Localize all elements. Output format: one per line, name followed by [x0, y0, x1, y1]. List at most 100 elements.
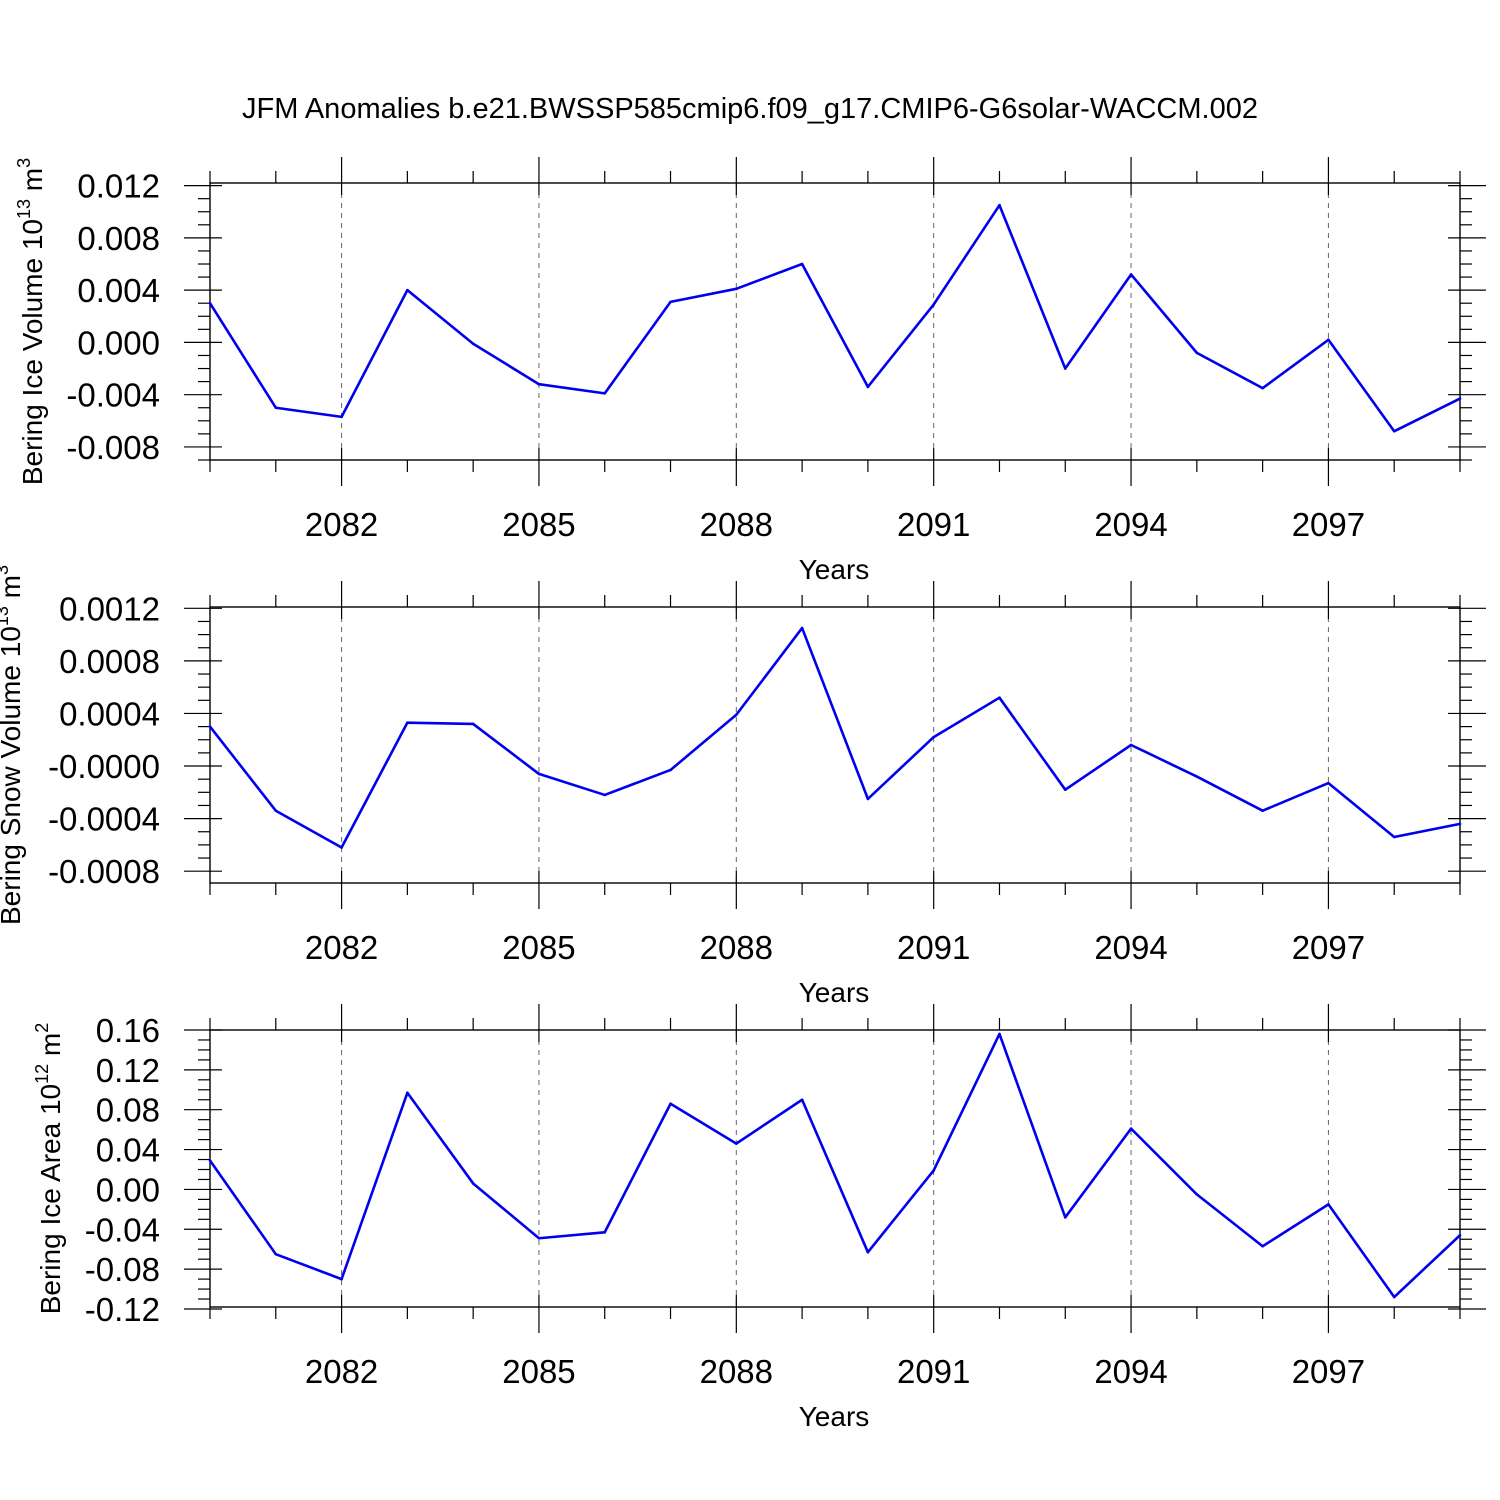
panel-2: 0.0012 0.0008 0.0004 -0.0000 -0.0004 -0.0008 2…	[0, 565, 1486, 1008]
x-tick-label: 2094	[1094, 506, 1167, 543]
data-point	[1195, 351, 1199, 355]
y-axis-label: Bering Ice Area 1012 m2	[32, 1023, 66, 1315]
y-tick-label: 0.0012	[59, 590, 160, 627]
x-tick-label: 2091	[897, 506, 970, 543]
data-point	[998, 1032, 1001, 1036]
data-point	[340, 846, 343, 849]
data-point	[471, 722, 475, 726]
x-tick-label: 2097	[1292, 929, 1365, 966]
y-tick-label: 0.0004	[59, 695, 160, 732]
data-point	[735, 287, 738, 291]
data-line	[208, 626, 1461, 849]
x-tick-label: 2097	[1292, 1353, 1365, 1390]
data-point	[669, 300, 672, 304]
x-tick-label: 2094	[1094, 1353, 1167, 1390]
data-point	[1458, 397, 1462, 400]
data-point	[1392, 835, 1396, 839]
data-point	[340, 1277, 343, 1281]
data-point	[274, 1252, 278, 1256]
data-point	[1195, 1193, 1199, 1196]
data-point	[669, 768, 672, 772]
data-point	[998, 203, 1001, 207]
x-tick-label: 2082	[305, 929, 378, 966]
y-tick-label: 0.04	[96, 1132, 160, 1169]
data-point	[866, 385, 870, 389]
x-tick-label: 2085	[502, 506, 575, 543]
panel-3: 0.160.120.080.040.00-0.04-0.08-0.12 2082 2…	[32, 1004, 1486, 1432]
y-tick-label: -0.12	[85, 1291, 160, 1328]
x-tick-label: 2088	[700, 929, 773, 966]
plot-frame	[209, 606, 1461, 884]
data-point	[603, 1230, 607, 1234]
y-tick-label: 0.16	[96, 1012, 160, 1049]
y-tick-label: 0.008	[77, 220, 160, 257]
y-tick-label: 0.012	[77, 168, 160, 205]
y-axis-label: Bering Snow Volume 1013 m3	[0, 565, 26, 925]
data-point	[866, 797, 870, 801]
data-point	[1195, 775, 1199, 778]
data-point	[208, 725, 212, 728]
y-tick-label: 0.12	[96, 1052, 160, 1089]
data-point	[603, 793, 607, 797]
x-tick-label: 2097	[1292, 506, 1365, 543]
data-point	[1261, 386, 1264, 390]
data-point	[800, 1098, 804, 1102]
x-axis-label: Years	[799, 554, 870, 585]
y-tick-label: 0.004	[77, 272, 160, 309]
x-tick-label: 2091	[897, 1353, 970, 1390]
data-point	[1458, 822, 1462, 826]
data-point	[471, 342, 475, 346]
x-tick-label: 2082	[305, 1353, 378, 1390]
plot-frame	[209, 182, 1461, 461]
data-point	[800, 626, 804, 630]
data-point	[603, 392, 607, 395]
data-point	[1458, 1233, 1462, 1237]
panels: 0.012 0.008 0.004 0.000 -0.004 -0.008 2082 2085…	[0, 157, 1486, 1432]
data-point	[340, 415, 343, 419]
data-point	[406, 288, 409, 292]
data-point	[1063, 788, 1067, 791]
y-tick-label: -0.0008	[48, 853, 160, 890]
data-point	[1129, 743, 1133, 747]
data-line	[208, 203, 1461, 433]
data-point	[1327, 781, 1330, 785]
figure-title: JFM Anomalies b.e21.BWSSP585cmip6.f09_g1…	[242, 93, 1258, 125]
data-point	[274, 809, 278, 813]
data-point	[1261, 1244, 1264, 1248]
data-point	[537, 382, 541, 386]
data-point	[669, 1102, 672, 1106]
data-point	[735, 713, 738, 717]
x-axis-label: Years	[799, 1401, 870, 1432]
data-point	[406, 721, 409, 724]
data-point	[1392, 1295, 1396, 1299]
x-tick-label: 2091	[897, 929, 970, 966]
y-tick-label: 0.00	[96, 1171, 160, 1208]
y-tick-label: 0.08	[96, 1092, 160, 1129]
y-tick-label: -0.008	[66, 429, 160, 466]
data-point	[932, 735, 935, 739]
x-tick-label: 2082	[305, 506, 378, 543]
x-axis-label: Years	[799, 977, 870, 1008]
data-point	[1261, 809, 1264, 813]
data-point	[866, 1250, 870, 1254]
data-point	[735, 1142, 738, 1145]
panel-1: 0.012 0.008 0.004 0.000 -0.004 -0.008 2082 2085…	[14, 157, 1486, 585]
data-point	[1327, 338, 1330, 342]
data-point	[406, 1091, 409, 1095]
x-tick-label: 2085	[502, 929, 575, 966]
data-point	[208, 301, 212, 305]
data-point	[1063, 1216, 1067, 1219]
y-tick-label: -0.0004	[48, 801, 160, 838]
data-point	[1392, 429, 1396, 433]
data-point	[208, 1159, 212, 1162]
data-point	[1129, 1127, 1133, 1130]
y-tick-label: -0.0000	[48, 748, 160, 785]
y-tick-label: -0.004	[66, 377, 160, 414]
data-point	[932, 303, 935, 306]
data-point	[537, 1236, 541, 1240]
data-point	[1063, 367, 1067, 370]
plot-frame	[209, 1029, 1461, 1308]
y-tick-label: 0.000	[77, 324, 160, 361]
